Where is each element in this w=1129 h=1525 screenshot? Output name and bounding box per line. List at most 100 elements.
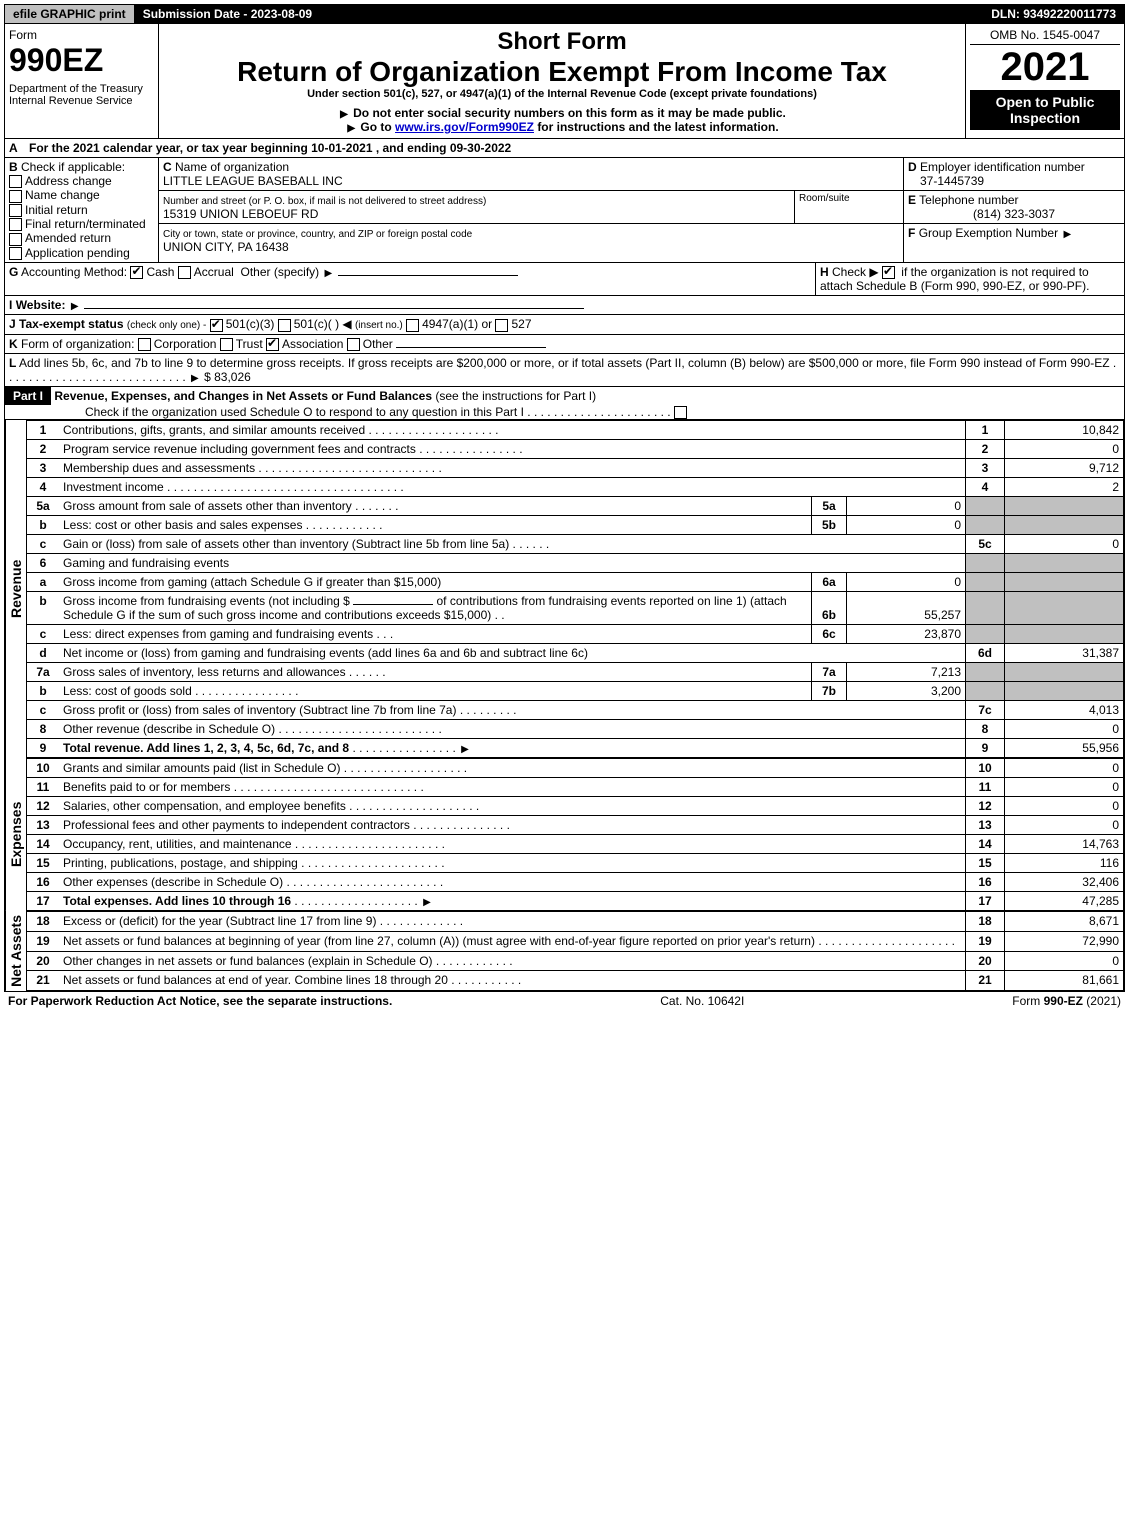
- line-desc: Gross amount from sale of assets other t…: [63, 499, 352, 513]
- line-a-tax-year: For the 2021 calendar year, or tax year …: [25, 139, 515, 157]
- line-desc: Investment income: [63, 480, 164, 494]
- line-col: 7c: [966, 701, 1005, 720]
- 501c-label: 501(c)( ): [294, 317, 339, 331]
- ein-label: Employer identification number: [920, 160, 1085, 174]
- insert-no-label: (insert no.): [355, 320, 403, 331]
- address-change-checkbox[interactable]: [9, 175, 22, 188]
- line-col: 16: [966, 873, 1005, 892]
- line-num: 6: [27, 554, 60, 573]
- street-label: Number and street (or P. O. box, if mail…: [163, 196, 486, 207]
- final-return-label: Final return/terminated: [25, 217, 146, 231]
- line-amount: 0: [1005, 816, 1124, 835]
- sub-col: 5b: [812, 516, 847, 534]
- arrow-icon: [421, 894, 433, 908]
- part-1-check-text: Check if the organization used Schedule …: [5, 405, 524, 419]
- other-specify-input[interactable]: [338, 275, 518, 276]
- irs-link[interactable]: www.irs.gov/Form990EZ: [395, 120, 534, 134]
- line-num: 18: [27, 912, 60, 932]
- line-amount: 0: [1005, 759, 1124, 778]
- line-num: 7a: [27, 663, 60, 682]
- trust-checkbox[interactable]: [220, 338, 233, 351]
- ein-value: 37-1445739: [908, 174, 984, 188]
- line-num: c: [27, 535, 60, 554]
- submission-date: Submission Date - 2023-08-09: [135, 5, 320, 23]
- line-desc: Total revenue. Add lines 1, 2, 3, 4, 5c,…: [63, 741, 349, 755]
- sub-amount: 0: [847, 497, 966, 515]
- website-input[interactable]: [84, 308, 584, 309]
- sub-col: 7b: [812, 682, 847, 700]
- line-desc: Other revenue (describe in Schedule O): [63, 722, 275, 736]
- line-desc: Net assets or fund balances at end of ye…: [63, 973, 448, 987]
- line-l-text: Add lines 5b, 6c, and 7b to line 9 to de…: [19, 356, 1110, 370]
- line-desc: Membership dues and assessments: [63, 461, 255, 475]
- line-num: 2: [27, 440, 60, 459]
- line-amount: 0: [1005, 440, 1124, 459]
- line-amount: 81,661: [1005, 971, 1124, 991]
- other-org-label: Other: [363, 337, 393, 351]
- schedule-o-checkbox[interactable]: [674, 406, 687, 419]
- line-num: 15: [27, 854, 60, 873]
- cash-checkbox[interactable]: [130, 266, 143, 279]
- contributions-input[interactable]: [353, 604, 433, 605]
- corporation-checkbox[interactable]: [138, 338, 151, 351]
- short-form-title: Short Form: [163, 28, 961, 56]
- top-bar: efile GRAPHIC print Submission Date - 20…: [4, 4, 1125, 24]
- amended-return-checkbox[interactable]: [9, 233, 22, 246]
- sub-amount: 0: [847, 573, 966, 591]
- other-org-checkbox[interactable]: [347, 338, 360, 351]
- association-label: Association: [282, 337, 343, 351]
- line-desc: Less: direct expenses from gaming and fu…: [63, 627, 373, 641]
- org-name-label: Name of organization: [175, 160, 289, 174]
- 501c-checkbox[interactable]: [278, 319, 291, 332]
- line-amount: 10,842: [1005, 421, 1124, 440]
- arrow-icon: [189, 370, 201, 384]
- line-desc: Gaming and fundraising events: [59, 554, 966, 573]
- goto-suffix: for instructions and the latest informat…: [537, 120, 778, 134]
- line-num: 12: [27, 797, 60, 816]
- arrow-icon: [69, 298, 81, 312]
- line-num: b: [27, 516, 60, 535]
- line-desc: Professional fees and other payments to …: [63, 818, 410, 832]
- ssn-warning: Do not enter social security numbers on …: [353, 106, 786, 120]
- 527-checkbox[interactable]: [495, 319, 508, 332]
- line-amount: 0: [1005, 797, 1124, 816]
- line-num: d: [27, 644, 60, 663]
- line-amount: 31,387: [1005, 644, 1124, 663]
- line-desc: Salaries, other compensation, and employ…: [63, 799, 346, 813]
- 501c3-checkbox[interactable]: [210, 319, 223, 332]
- other-org-input[interactable]: [396, 347, 546, 348]
- schedule-b-checkbox[interactable]: [882, 266, 895, 279]
- arrow-icon: [1061, 226, 1073, 240]
- line-col: 2: [966, 440, 1005, 459]
- amended-return-label: Amended return: [25, 231, 111, 245]
- efile-print-button[interactable]: efile GRAPHIC print: [5, 5, 135, 23]
- subtitle: Under section 501(c), 527, or 4947(a)(1)…: [163, 88, 961, 100]
- initial-return-checkbox[interactable]: [9, 204, 22, 217]
- name-change-checkbox[interactable]: [9, 190, 22, 203]
- final-return-checkbox[interactable]: [9, 218, 22, 231]
- application-pending-checkbox[interactable]: [9, 247, 22, 260]
- 4947-checkbox[interactable]: [406, 319, 419, 332]
- association-checkbox[interactable]: [266, 338, 279, 351]
- corporation-label: Corporation: [154, 337, 217, 351]
- line-col: 9: [966, 739, 1005, 758]
- tax-exempt-label: Tax-exempt status: [19, 317, 123, 331]
- form-footer-number: 990-EZ: [1044, 994, 1083, 1008]
- line-desc: Less: cost or other basis and sales expe…: [63, 518, 302, 532]
- part-1-label: Part I: [5, 387, 51, 405]
- line-desc: Total expenses. Add lines 10 through 16: [63, 894, 291, 908]
- line-col: 20: [966, 951, 1005, 971]
- dln-number: DLN: 93492220011773: [983, 5, 1124, 23]
- line-num: c: [27, 701, 60, 720]
- line-amount: 4,013: [1005, 701, 1124, 720]
- line-amount: 9,712: [1005, 459, 1124, 478]
- page-footer: For Paperwork Reduction Act Notice, see …: [4, 992, 1125, 1010]
- line-amount: 55,956: [1005, 739, 1124, 758]
- line-desc: Gross income from gaming (attach Schedul…: [63, 575, 441, 589]
- sub-amount: 3,200: [847, 682, 966, 700]
- line-col: 15: [966, 854, 1005, 873]
- line-num: b: [27, 682, 60, 701]
- accrual-checkbox[interactable]: [178, 266, 191, 279]
- line-desc: Occupancy, rent, utilities, and maintena…: [63, 837, 292, 851]
- name-change-label: Name change: [25, 188, 100, 202]
